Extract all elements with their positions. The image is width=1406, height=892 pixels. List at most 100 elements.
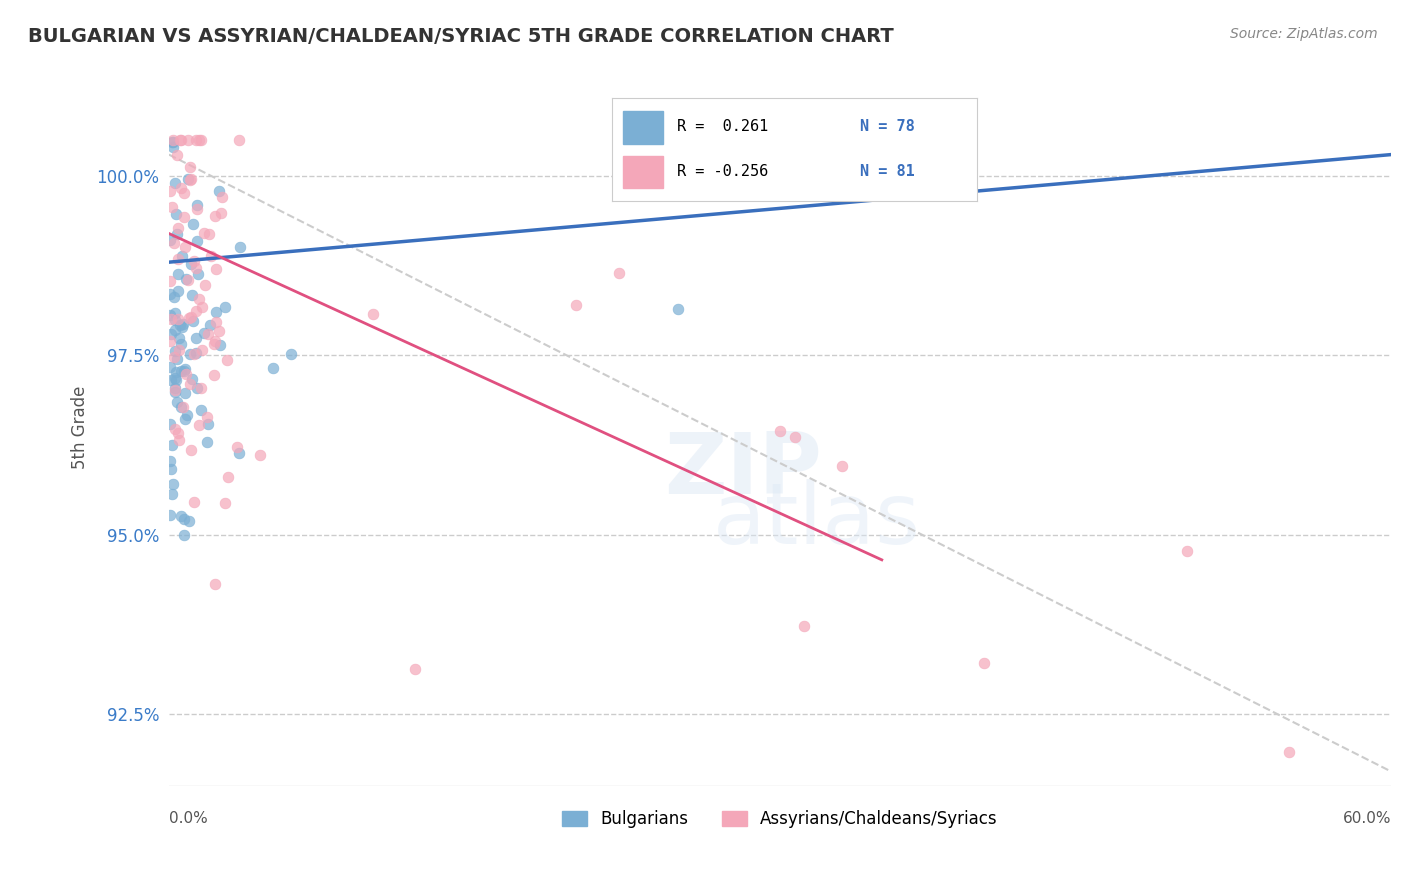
Point [565, 298, 588, 312]
Point [607, 266, 630, 280]
Point [190, 403, 212, 417]
Point [194, 278, 217, 293]
Point [159, 274, 181, 288]
FancyBboxPatch shape [623, 155, 662, 188]
Point [169, 180, 191, 194]
Point [173, 364, 195, 378]
Point [163, 421, 186, 435]
Point [169, 133, 191, 147]
Point [184, 331, 207, 345]
Point [193, 326, 215, 341]
Point [188, 417, 211, 432]
Point [177, 133, 200, 147]
Point [159, 287, 181, 301]
Point [215, 352, 238, 367]
Point [202, 368, 225, 383]
Point [167, 343, 190, 358]
Point [173, 186, 195, 200]
Point [162, 290, 184, 304]
Point [197, 327, 219, 342]
Point [179, 347, 201, 361]
Point [186, 198, 208, 212]
Text: Source: ZipAtlas.com: Source: ZipAtlas.com [1230, 27, 1378, 41]
Text: N = 78: N = 78 [860, 120, 915, 135]
Point [165, 371, 187, 385]
Point [280, 347, 302, 361]
Point [169, 433, 191, 447]
Point [173, 527, 195, 541]
Point [159, 417, 181, 431]
Point [159, 360, 181, 375]
Point [262, 360, 284, 375]
Point [170, 133, 193, 147]
Point [179, 514, 201, 528]
Point [167, 285, 190, 299]
Point [169, 364, 191, 378]
Point [197, 417, 219, 431]
Point [180, 257, 202, 271]
Point [166, 351, 188, 366]
Point [188, 133, 211, 147]
Point [160, 437, 183, 451]
Point [190, 381, 212, 395]
Point [162, 477, 184, 491]
Point [184, 303, 207, 318]
Text: R =  0.261: R = 0.261 [678, 120, 769, 135]
Point [166, 227, 188, 241]
Point [208, 324, 231, 338]
Point [1278, 745, 1301, 759]
Text: ZIP: ZIP [665, 429, 823, 512]
Text: N = 81: N = 81 [860, 164, 915, 179]
Point [187, 292, 209, 306]
Point [166, 147, 188, 161]
Point [229, 240, 252, 254]
Point [217, 470, 239, 484]
Point [186, 381, 208, 395]
Point [160, 326, 183, 341]
Y-axis label: 5th Grade: 5th Grade [72, 385, 89, 469]
Point [179, 161, 201, 175]
Point [183, 495, 205, 509]
Point [202, 336, 225, 351]
Point [208, 184, 231, 198]
Point [183, 254, 205, 268]
Point [167, 312, 190, 326]
Point [160, 200, 183, 214]
Point [174, 411, 197, 425]
Point [170, 400, 193, 414]
Point [166, 395, 188, 409]
Legend: Bulgarians, Assyrians/Chaldeans/Syriacs: Bulgarians, Assyrians/Chaldeans/Syriacs [555, 804, 1004, 835]
Point [167, 220, 190, 235]
Point [181, 288, 204, 302]
Point [195, 409, 218, 424]
Point [180, 372, 202, 386]
Point [190, 133, 212, 147]
Point [193, 226, 215, 240]
Point [172, 318, 194, 332]
Point [160, 312, 183, 326]
Point [163, 381, 186, 395]
Point [176, 408, 198, 422]
Point [169, 318, 191, 333]
Point [163, 235, 186, 250]
Point [214, 496, 236, 510]
Point [198, 227, 221, 241]
Point [160, 373, 183, 387]
Point [174, 362, 197, 376]
Point [186, 234, 208, 248]
Point [209, 206, 232, 220]
Point [163, 384, 186, 399]
Point [165, 207, 187, 221]
Point [361, 307, 384, 321]
Point [176, 273, 198, 287]
Point [159, 309, 181, 323]
Point [831, 458, 853, 473]
Point [198, 318, 221, 333]
FancyBboxPatch shape [623, 112, 662, 145]
Text: R = -0.256: R = -0.256 [678, 164, 769, 179]
Point [225, 440, 247, 454]
Point [187, 268, 209, 282]
Point [159, 461, 181, 475]
Point [204, 577, 226, 591]
Point [973, 656, 995, 670]
